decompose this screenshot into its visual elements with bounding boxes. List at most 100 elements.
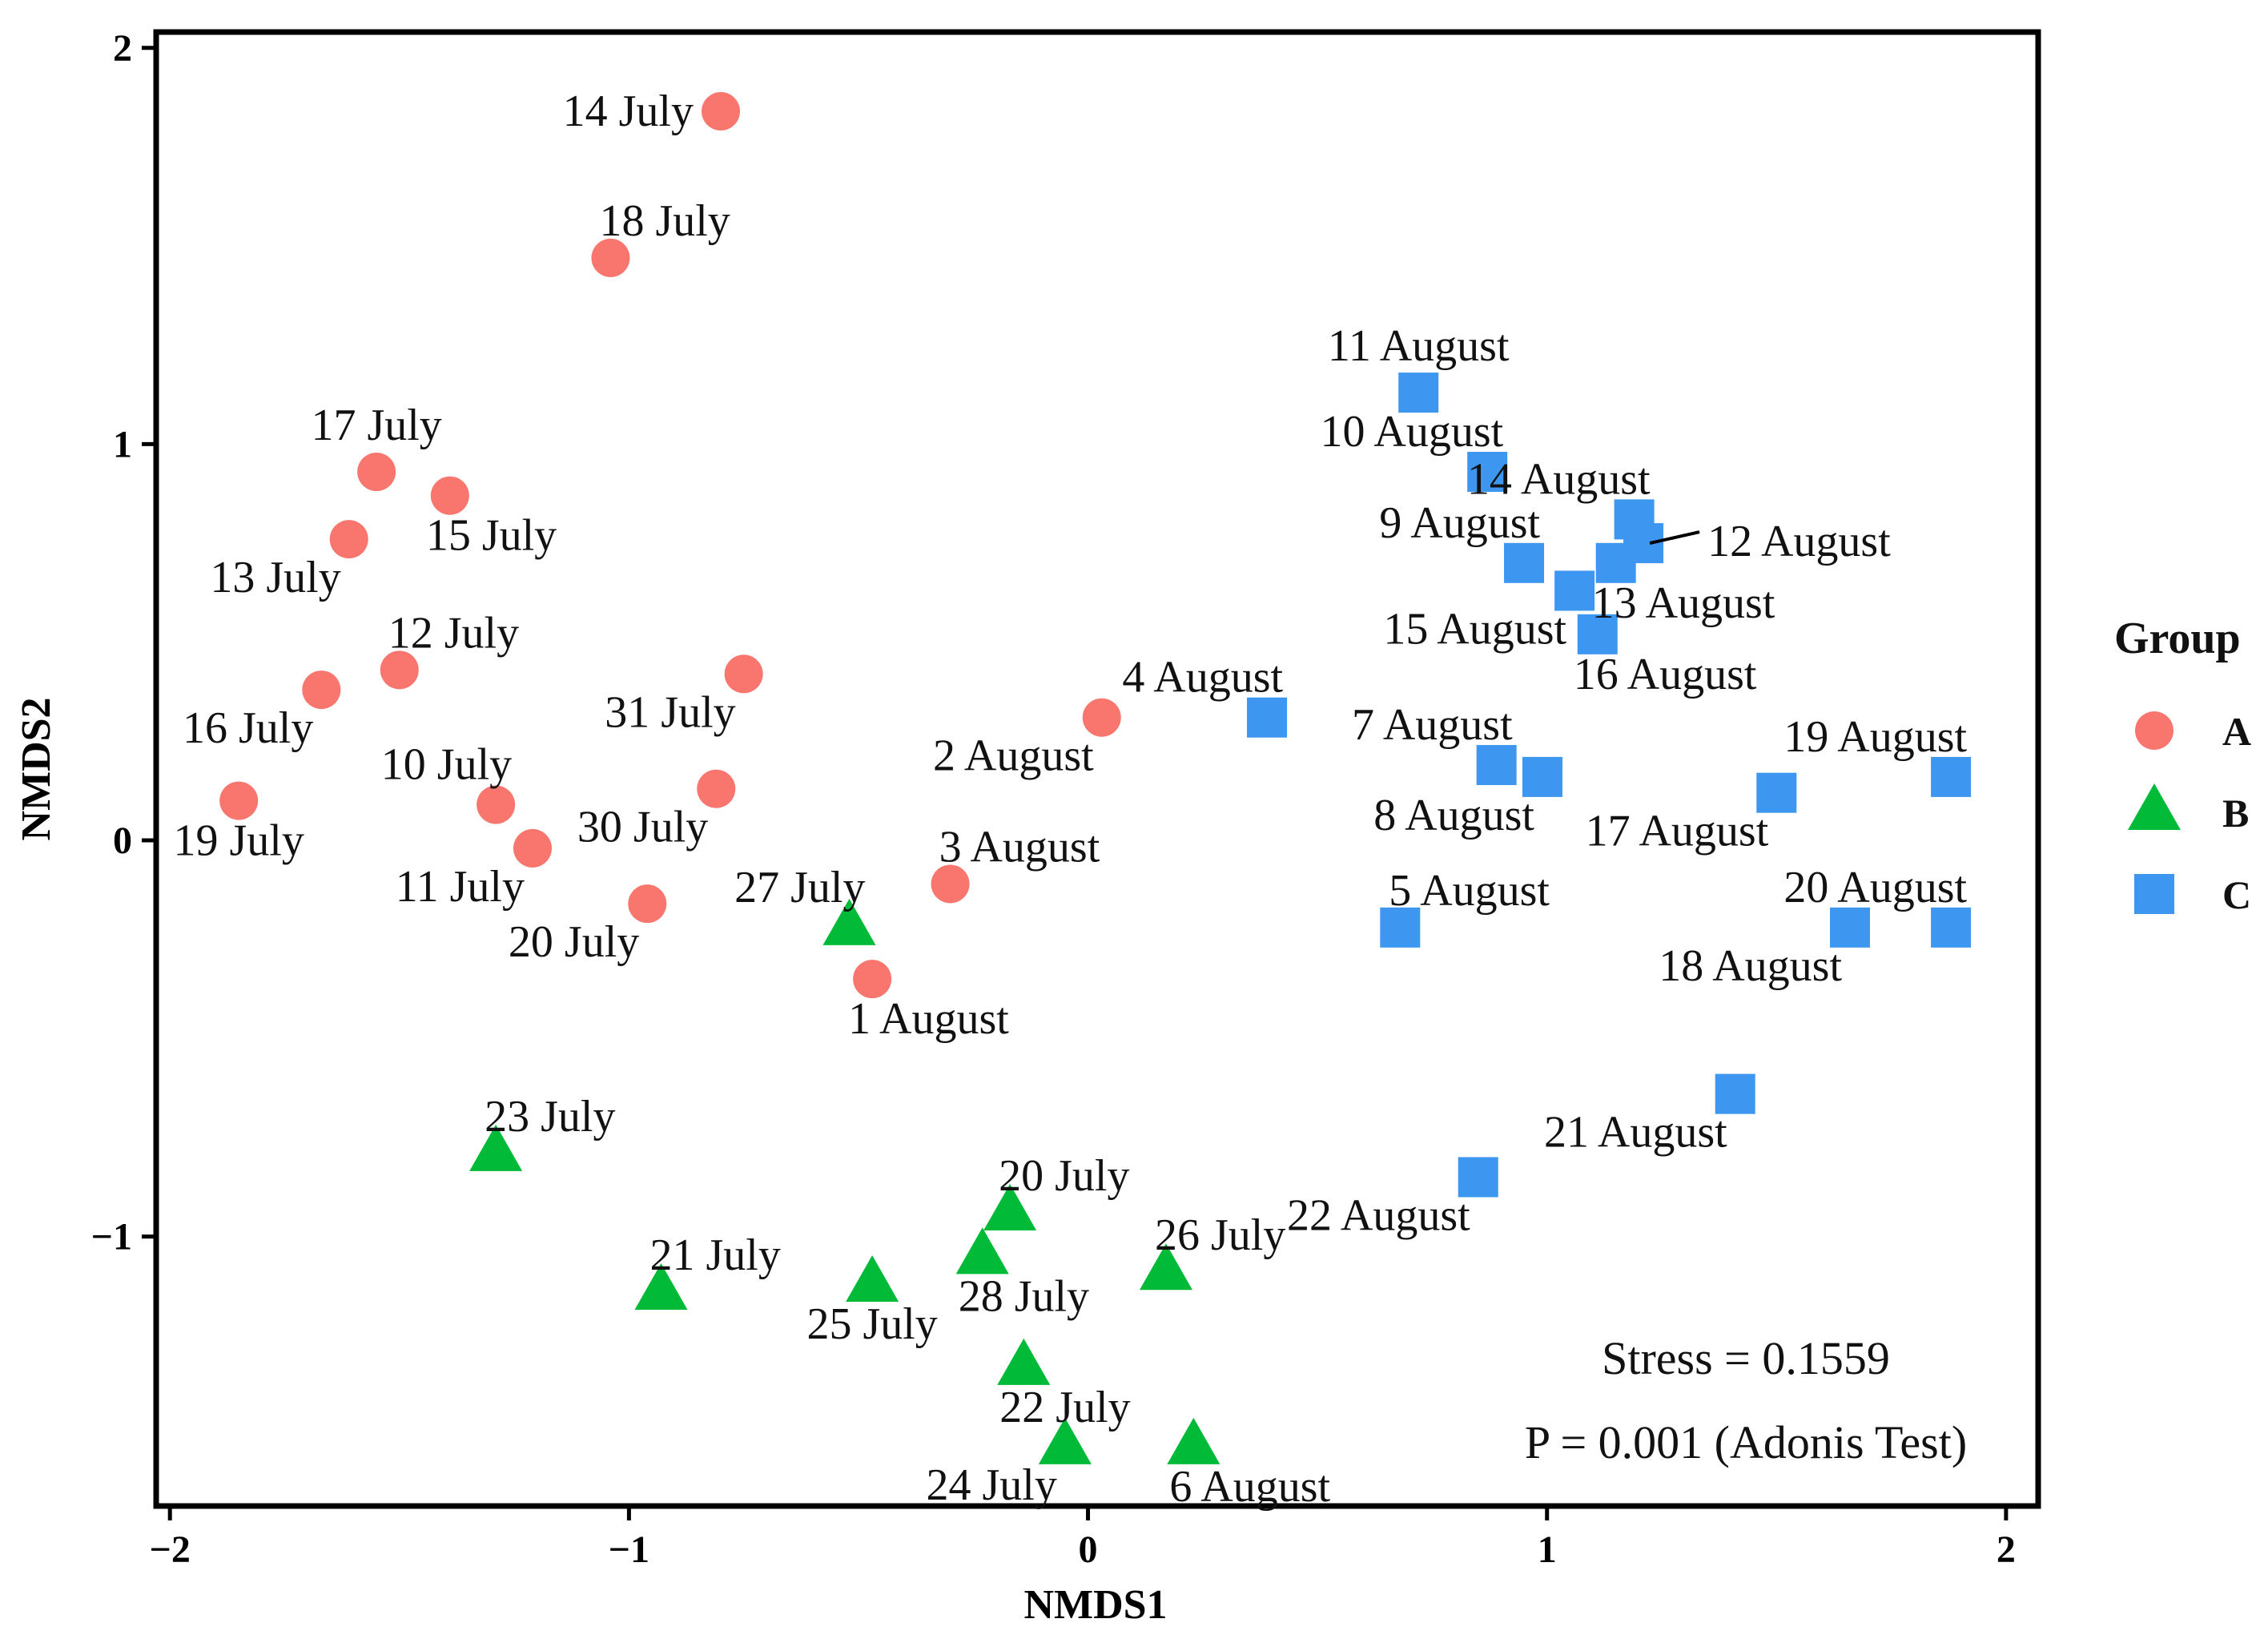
data-label: 21 August — [1544, 1108, 1727, 1158]
data-label: 21 July — [649, 1230, 780, 1280]
point-c — [1577, 614, 1618, 654]
point-b — [469, 1124, 523, 1171]
legend-marker-a — [2135, 711, 2174, 750]
data-label: 18 August — [1659, 941, 1842, 991]
point-c — [1522, 756, 1562, 797]
data-label: 19 August — [1783, 712, 1967, 762]
data-label: 22 August — [1287, 1190, 1470, 1240]
data-label: 16 August — [1574, 650, 1757, 699]
point-c — [1247, 697, 1288, 738]
data-label: 20 July — [999, 1151, 1129, 1201]
data-label: 3 August — [939, 822, 1100, 872]
data-label: 28 July — [959, 1271, 1089, 1321]
point-c — [1398, 372, 1439, 413]
legend-label-c: C — [2222, 872, 2251, 917]
data-label: 13 August — [1592, 578, 1775, 628]
data-label: 17 July — [311, 401, 441, 450]
y-tick-label: 1 — [113, 423, 132, 465]
data-label: 19 July — [173, 816, 304, 866]
y-tick-label: 2 — [113, 27, 132, 70]
point-a — [591, 238, 630, 277]
data-label: 7 August — [1352, 700, 1513, 750]
data-label: 14 August — [1467, 454, 1651, 504]
point-b — [1167, 1417, 1220, 1464]
legend-marker-c — [2134, 874, 2174, 914]
point-a — [430, 476, 469, 515]
point-a — [477, 785, 516, 824]
point-c — [1467, 452, 1508, 493]
data-label: 25 July — [806, 1299, 937, 1349]
point-b — [822, 898, 876, 945]
point-a — [513, 828, 552, 868]
p-value-annotation: P = 0.001 (Adonis Test) — [1525, 1416, 1967, 1468]
point-c — [1458, 1157, 1498, 1198]
data-label: 13 July — [210, 553, 340, 602]
point-c — [1380, 907, 1421, 948]
data-label: 23 July — [485, 1092, 615, 1142]
point-a — [697, 769, 736, 808]
legend-title: Group — [2114, 614, 2241, 663]
data-points — [219, 91, 1972, 1464]
data-label: 10 August — [1320, 407, 1503, 457]
data-label: 5 August — [1389, 866, 1550, 916]
point-c — [1504, 542, 1545, 583]
point-a — [724, 654, 763, 694]
point-a — [702, 91, 740, 131]
legend: Group ABC — [2114, 614, 2251, 917]
data-label: 10 July — [381, 740, 512, 790]
y-tick-label: 0 — [113, 819, 132, 862]
stress-annotation: Stress = 0.1559 — [1602, 1332, 1890, 1384]
legend-label-b: B — [2222, 791, 2249, 836]
data-label: 11 July — [396, 862, 525, 912]
data-label: 18 July — [599, 196, 730, 246]
point-c — [1715, 1073, 1755, 1114]
data-label: 9 August — [1379, 498, 1540, 548]
legend-marker-b — [2128, 783, 2181, 831]
y-axis-ticks: −1 0 1 2 — [91, 27, 156, 1258]
point-c — [1931, 756, 1972, 797]
point-b — [1139, 1243, 1192, 1291]
data-label: 4 August — [1122, 653, 1283, 703]
x-tick-label: 1 — [1538, 1528, 1557, 1571]
point-b — [997, 1338, 1051, 1385]
point-b — [846, 1255, 899, 1303]
data-label: 12 August — [1707, 517, 1891, 566]
point-a — [853, 960, 892, 999]
data-label: 24 July — [927, 1460, 1057, 1510]
point-a — [357, 453, 396, 492]
data-label: 6 August — [1169, 1462, 1330, 1512]
point-a — [931, 864, 970, 904]
label-leader-line — [1649, 530, 1700, 546]
point-c — [1931, 907, 1972, 948]
data-label: 14 July — [563, 87, 694, 136]
data-label: 11 August — [1328, 321, 1510, 371]
plot-border — [153, 29, 2041, 1509]
point-c — [1554, 570, 1595, 611]
point-c — [1476, 745, 1517, 786]
point-c — [1830, 907, 1870, 948]
data-label: 30 July — [577, 803, 708, 852]
point-c — [1595, 542, 1636, 583]
x-tick-label: −2 — [150, 1528, 191, 1571]
x-tick-label: −1 — [609, 1528, 649, 1571]
legend-label-a: A — [2222, 709, 2251, 754]
point-a — [302, 670, 341, 710]
point-a — [1082, 698, 1121, 737]
y-tick-label: −1 — [91, 1216, 132, 1258]
data-label: 17 August — [1586, 807, 1769, 856]
point-b — [983, 1184, 1037, 1231]
point-a — [219, 781, 259, 820]
x-axis-ticks: −2 −1 0 1 2 — [150, 1506, 2016, 1571]
point-a — [628, 884, 667, 924]
point-a — [380, 650, 419, 690]
x-axis-title: NMDS1 — [1023, 1582, 1167, 1628]
x-tick-label: 2 — [1997, 1528, 2016, 1571]
legend-entries: ABC — [2128, 709, 2251, 917]
point-b — [634, 1262, 688, 1310]
data-label: 12 July — [388, 608, 519, 658]
data-labels: 14 July 18 July 17 July 15 July 13 July 12 Ju… — [173, 87, 1967, 1512]
y-axis-title: NMDS2 — [14, 697, 59, 840]
data-label: 31 July — [605, 687, 735, 737]
data-label: 22 July — [999, 1383, 1130, 1432]
